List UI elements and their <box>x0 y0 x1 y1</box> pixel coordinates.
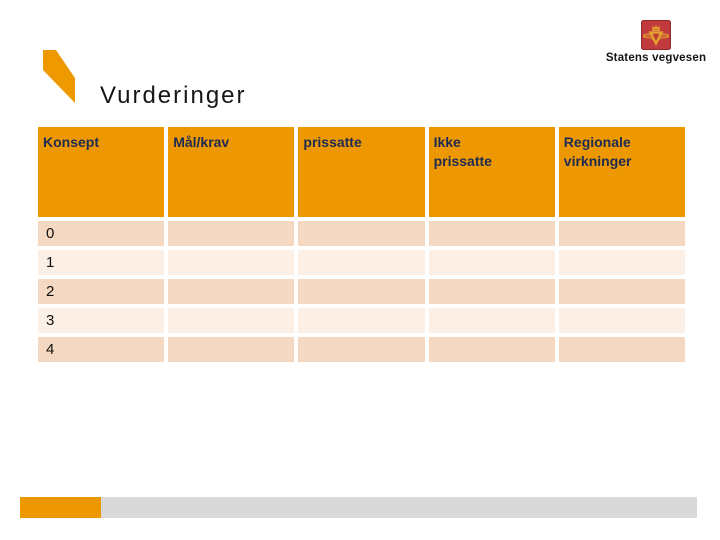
slide-title: Vurderinger <box>100 82 247 109</box>
row-label-cell: 2 <box>38 279 165 304</box>
table-cell <box>298 308 425 333</box>
table-cell <box>558 337 685 362</box>
table-cell <box>558 221 685 246</box>
table-cell <box>168 337 295 362</box>
table-cell <box>558 308 685 333</box>
table-cell <box>428 221 555 246</box>
table-header-prissatte: prissatte <box>298 127 425 217</box>
evaluation-table: Konsept Mål/krav prissatte Ikke prissatt… <box>38 127 685 362</box>
corner-ribbon-decoration <box>43 50 75 103</box>
table-cell <box>428 250 555 275</box>
table-header-mal-krav: Mål/krav <box>168 127 295 217</box>
table-cell <box>168 250 295 275</box>
table-cell <box>168 279 295 304</box>
statens-vegvesen-emblem-icon <box>641 20 671 50</box>
table-cell <box>298 221 425 246</box>
footer-gray-segment <box>101 497 697 518</box>
table-cell <box>558 250 685 275</box>
table-cell <box>168 308 295 333</box>
table-header-ikke-prissatte: Ikke prissatte <box>428 127 555 217</box>
table-cell <box>298 279 425 304</box>
logo-text: Statens vegvesen <box>605 52 707 64</box>
row-label-cell: 1 <box>38 250 165 275</box>
row-label-cell: 4 <box>38 337 165 362</box>
table-cell <box>298 337 425 362</box>
table-cell <box>428 308 555 333</box>
footer-bar <box>20 497 697 518</box>
table-cell <box>428 337 555 362</box>
statens-vegvesen-logo: Statens vegvesen <box>604 20 708 64</box>
table-cell <box>298 250 425 275</box>
table-header-regionale-virkninger: Regionale virkninger <box>558 127 685 217</box>
table-cell <box>428 279 555 304</box>
footer-orange-segment <box>20 497 101 518</box>
table-cell <box>558 279 685 304</box>
table-cell <box>168 221 295 246</box>
row-label-cell: 0 <box>38 221 165 246</box>
row-label-cell: 3 <box>38 308 165 333</box>
table-header-konsept: Konsept <box>38 127 165 217</box>
